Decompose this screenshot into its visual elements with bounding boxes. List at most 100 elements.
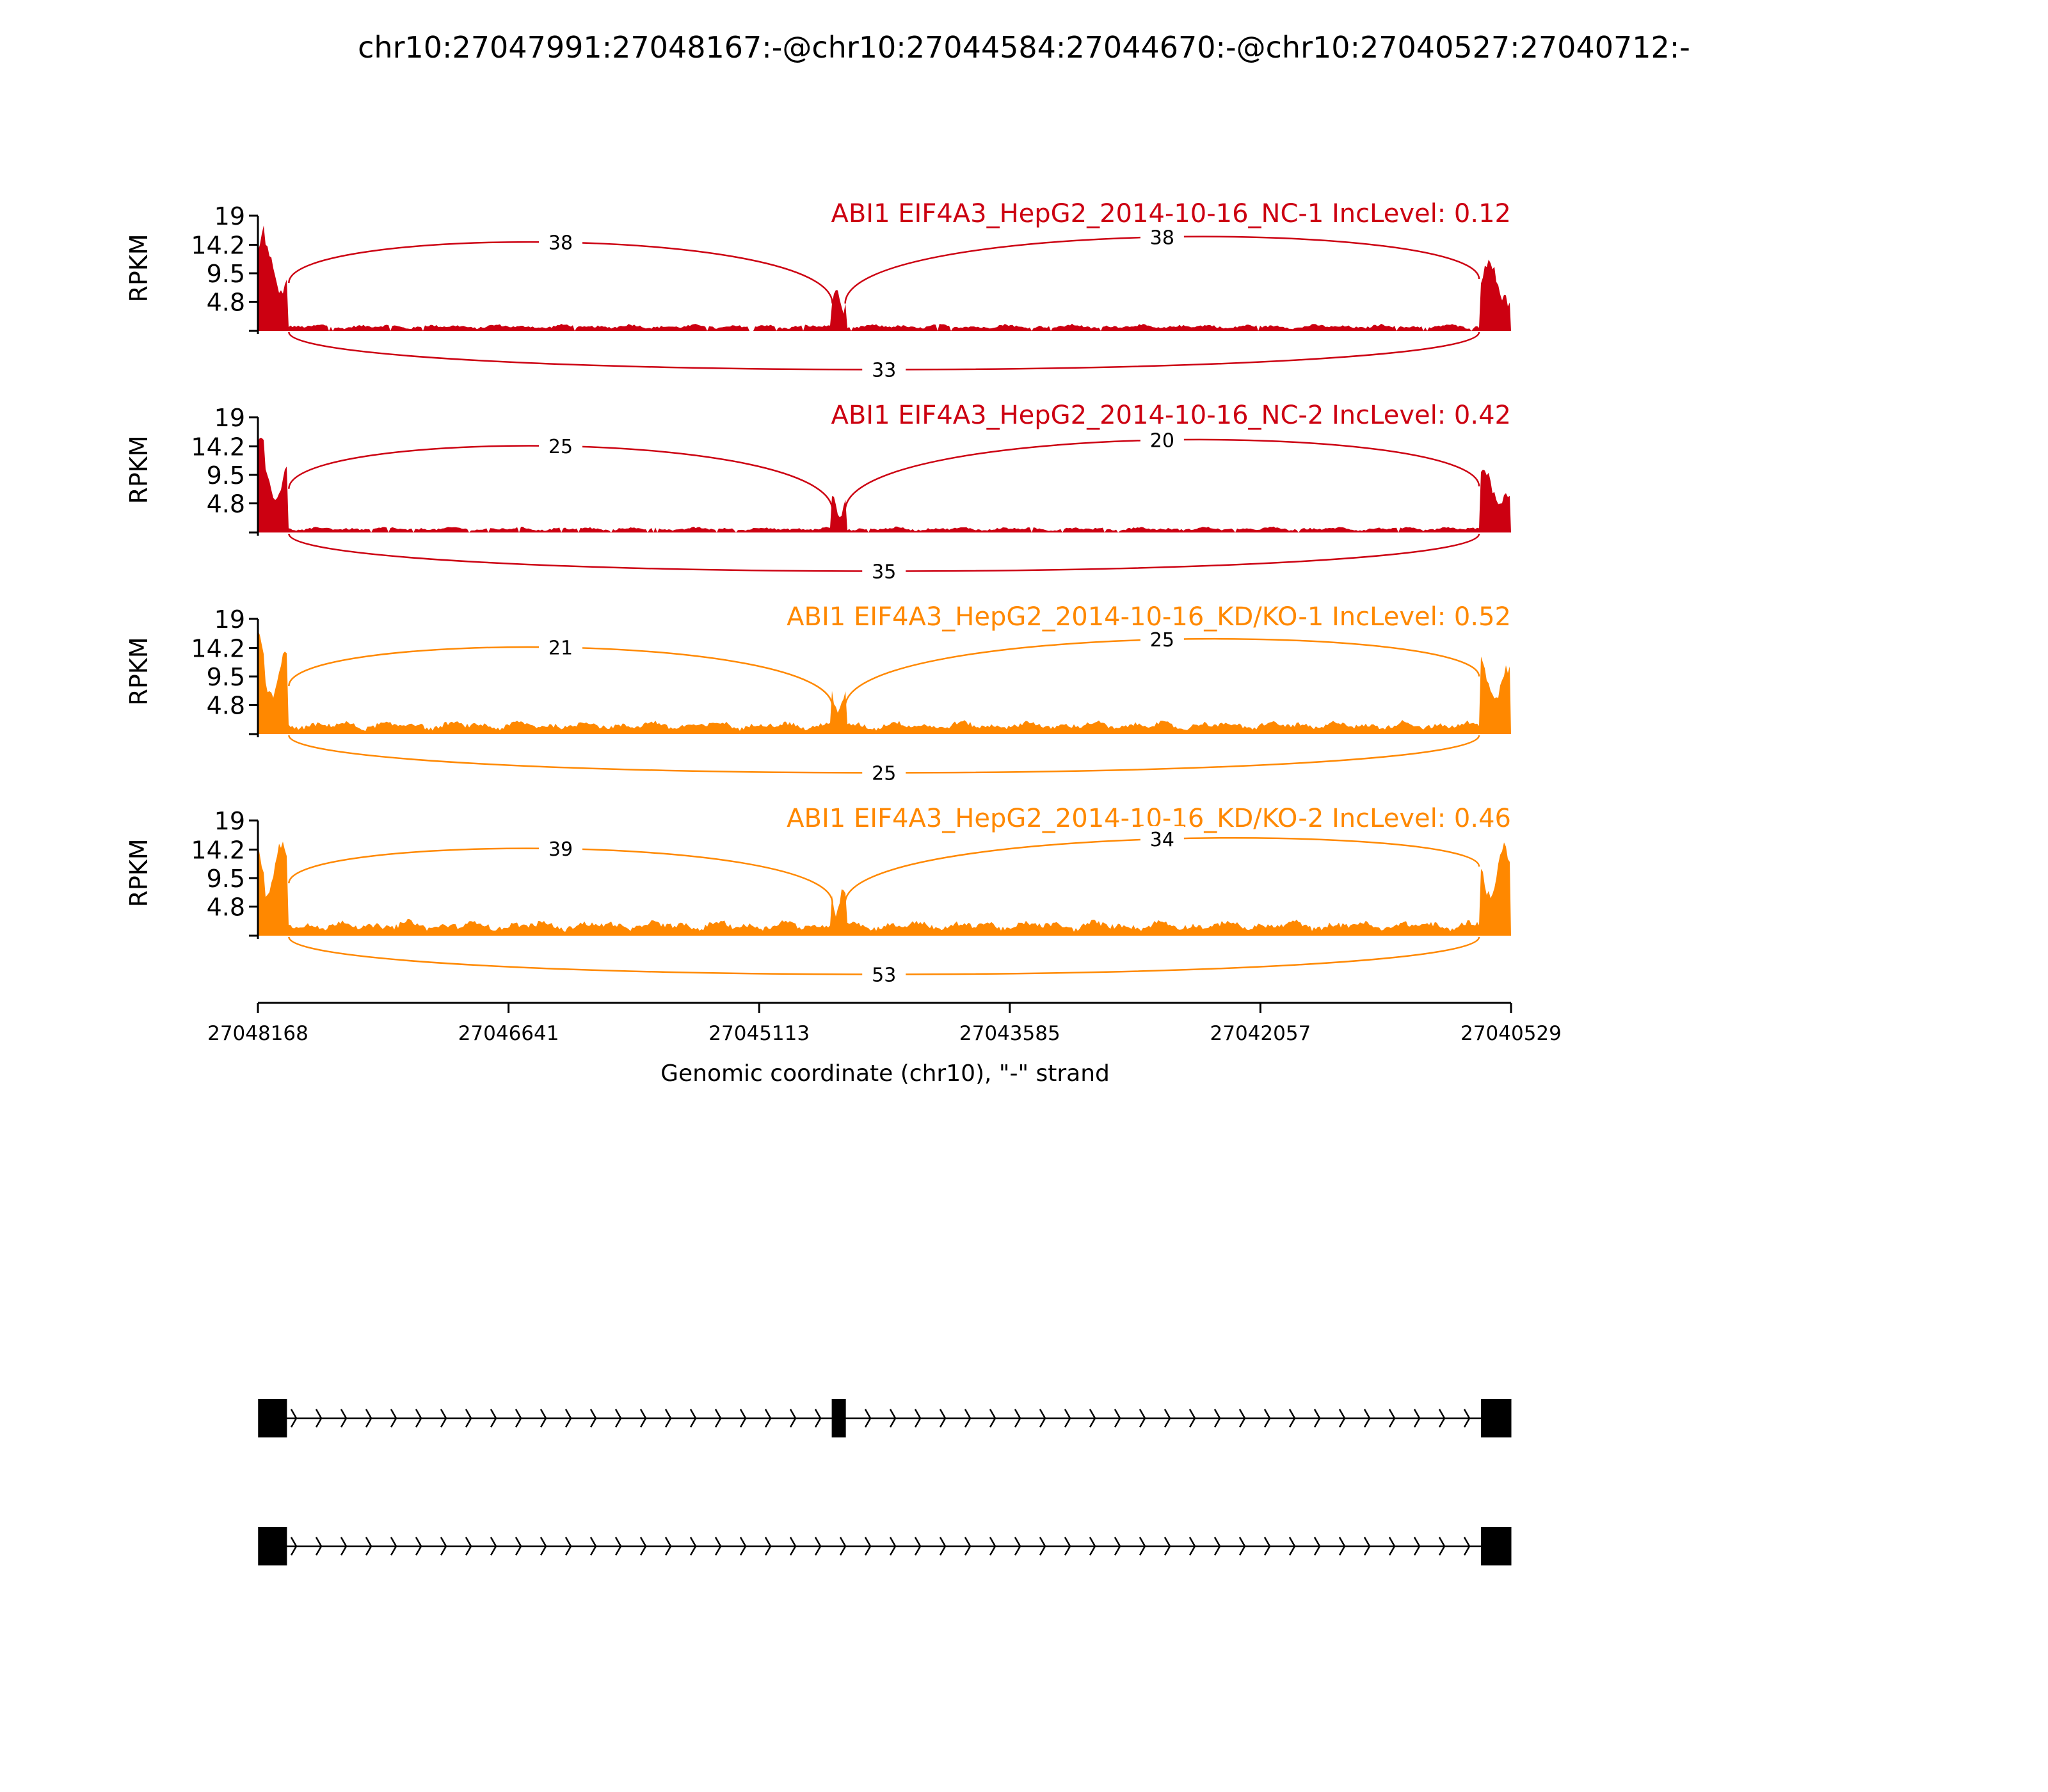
junction-count: 25: [1150, 629, 1174, 652]
strand-chevron: [814, 1537, 822, 1556]
y-axis-label: RPKM: [125, 234, 153, 302]
strand-chevron: [440, 1409, 447, 1428]
strand-chevron: [589, 1409, 597, 1428]
strand-chevron: [714, 1409, 722, 1428]
strand-chevron: [1164, 1409, 1171, 1428]
strand-chevron: [764, 1409, 772, 1428]
strand-chevron: [1413, 1537, 1421, 1556]
strand-chevron: [739, 1537, 747, 1556]
strand-chevron: [1114, 1409, 1121, 1428]
y-tick-label: 19: [214, 404, 245, 432]
strand-chevron: [839, 1537, 847, 1556]
strand-chevron: [415, 1409, 422, 1428]
junction-count: 35: [872, 561, 896, 584]
isoform-1: [258, 1399, 1512, 1437]
strand-chevron: [1139, 1537, 1146, 1556]
strand-chevron: [914, 1409, 922, 1428]
strand-chevron: [1313, 1537, 1321, 1556]
strand-chevron: [415, 1537, 422, 1556]
strand-chevron: [515, 1409, 522, 1428]
strand-chevron: [939, 1409, 947, 1428]
chart-title: chr10:27047991:27048167:-@chr10:27044584…: [358, 30, 1690, 65]
junction-count: 21: [548, 637, 573, 660]
strand-chevron: [315, 1537, 323, 1556]
junction-count: 39: [548, 838, 573, 861]
strand-chevron: [465, 1537, 472, 1556]
strand-chevron: [864, 1537, 872, 1556]
strand-chevron: [1139, 1409, 1146, 1428]
strand-chevron: [639, 1409, 647, 1428]
strand-chevron: [689, 1537, 697, 1556]
strand-chevron: [789, 1537, 797, 1556]
x-tick-label: 27043585: [959, 1022, 1060, 1045]
strand-chevron: [1014, 1537, 1021, 1556]
strand-chevron: [1463, 1537, 1471, 1556]
strand-chevron: [614, 1409, 622, 1428]
strand-chevron: [1089, 1537, 1096, 1556]
junction-label-bg: [538, 229, 582, 254]
junction-count: 20: [1150, 429, 1174, 452]
strand-chevron: [290, 1537, 298, 1556]
strand-chevron: [540, 1409, 547, 1428]
strand-chevron: [365, 1409, 372, 1428]
y-tick-label: 4.8: [207, 490, 245, 518]
strand-chevron: [1039, 1409, 1046, 1428]
strand-chevron: [1388, 1537, 1396, 1556]
junction-count: 33: [872, 360, 896, 382]
strand-chevron: [1164, 1537, 1171, 1556]
exon-block: [1481, 1527, 1512, 1565]
strand-chevron: [1238, 1537, 1246, 1556]
x-tick-label: 27048168: [207, 1022, 308, 1045]
y-tick-label: 14.2: [191, 836, 245, 864]
strand-chevron: [814, 1409, 822, 1428]
junction-count: 38: [1150, 227, 1174, 249]
strand-chevron: [1089, 1409, 1096, 1428]
strand-chevron: [989, 1409, 996, 1428]
y-tick-label: 14.2: [191, 433, 245, 461]
x-axis: 27048168 27046641 27045113 27043585 27042057…: [207, 1002, 1562, 1045]
y-tick-label: 19: [214, 807, 245, 835]
strand-chevron: [989, 1537, 996, 1556]
y-tick-label: 19: [214, 605, 245, 634]
junction-count: 38: [548, 232, 573, 255]
y-tick-label: 4.8: [207, 289, 245, 317]
strand-chevron: [1313, 1409, 1321, 1428]
coverage-area: [258, 630, 1511, 734]
junction-label-bg: [1140, 627, 1184, 652]
y-tick-label: 9.5: [207, 663, 245, 691]
junction-label-bg: [1140, 826, 1184, 851]
track-label: ABI1 EIF4A3_HepG2_2014-10-16_NC-2 IncLev…: [831, 401, 1511, 430]
junction-count: 53: [872, 964, 896, 987]
strand-chevron: [1263, 1409, 1271, 1428]
junction-label-bg: [1140, 224, 1184, 249]
y-tick-label: 4.8: [207, 893, 245, 922]
strand-chevron: [764, 1537, 772, 1556]
strand-chevron: [1064, 1537, 1071, 1556]
strand-chevron: [1388, 1409, 1396, 1428]
strand-chevron: [1238, 1409, 1246, 1428]
strand-chevron: [540, 1537, 547, 1556]
y-tick-label: 9.5: [207, 865, 245, 893]
strand-chevron: [564, 1537, 572, 1556]
strand-chevron: [440, 1537, 447, 1556]
strand-chevron: [1014, 1409, 1021, 1428]
strand-chevron: [1438, 1537, 1446, 1556]
strand-chevron: [390, 1537, 397, 1556]
strand-chevron: [889, 1537, 897, 1556]
strand-chevron: [889, 1409, 897, 1428]
junction-count: 25: [548, 436, 573, 458]
junction-label-bg: [538, 836, 582, 861]
y-tick-label: 4.8: [207, 692, 245, 720]
x-tick-label: 27046641: [458, 1022, 559, 1045]
strand-chevron: [689, 1409, 697, 1428]
strand-chevron: [290, 1409, 298, 1428]
strand-chevron: [1114, 1537, 1121, 1556]
strand-chevron: [1463, 1409, 1471, 1428]
strand-chevron: [340, 1409, 348, 1428]
isoform-2: [258, 1527, 1512, 1565]
strand-chevron: [964, 1537, 972, 1556]
strand-chevron: [365, 1537, 372, 1556]
junction-label-bg: [862, 961, 906, 986]
strand-chevron: [315, 1409, 323, 1428]
